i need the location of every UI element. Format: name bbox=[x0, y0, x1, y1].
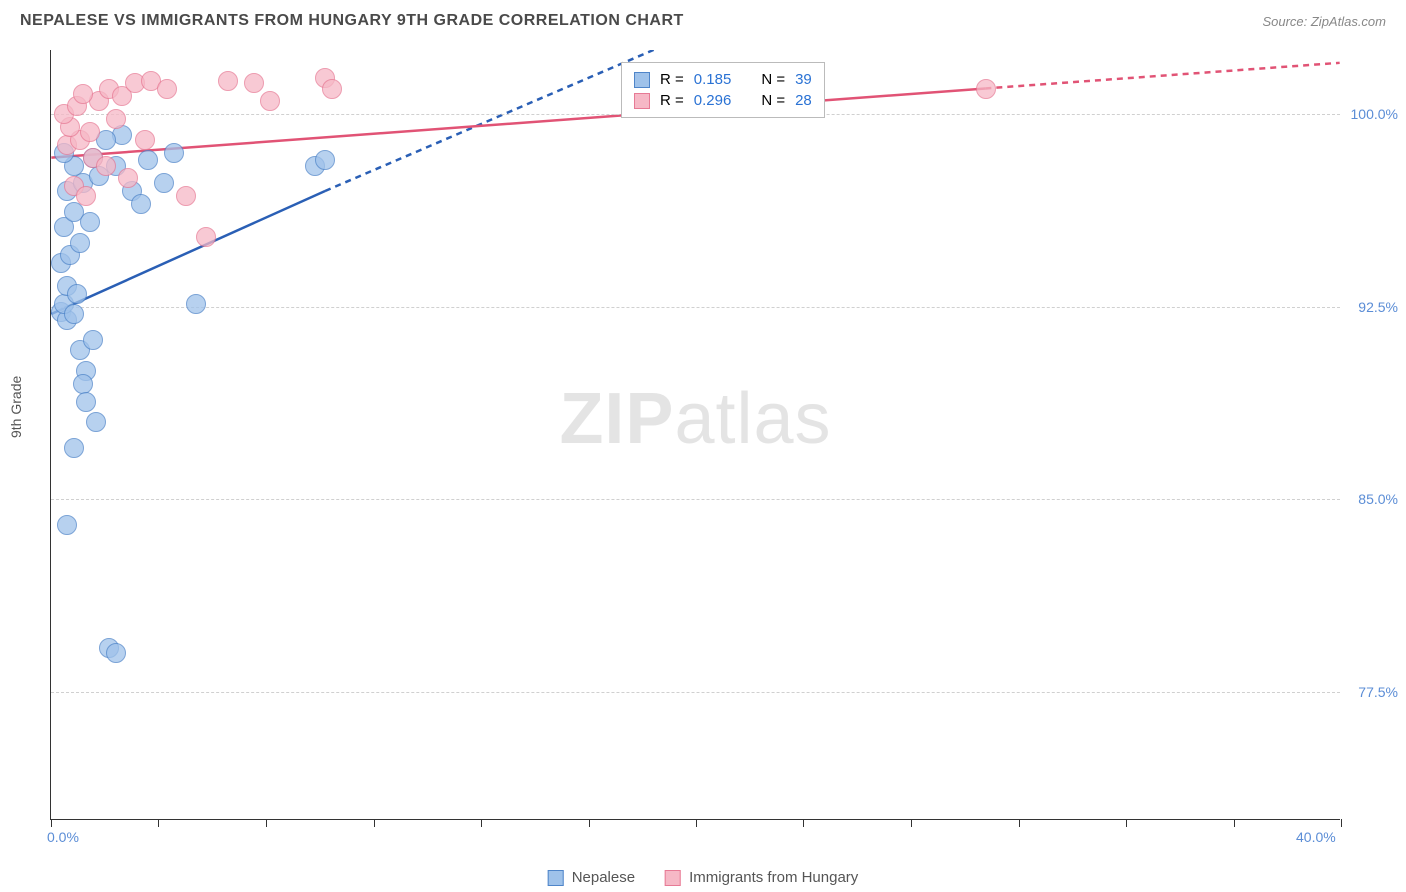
data-point-blue bbox=[315, 150, 335, 170]
x-tick bbox=[1234, 819, 1235, 827]
swatch-pink bbox=[634, 93, 650, 109]
data-point-pink bbox=[322, 79, 342, 99]
swatch-blue-bottom bbox=[548, 870, 564, 886]
n-label-blue: N = bbox=[761, 71, 785, 88]
data-point-blue bbox=[64, 304, 84, 324]
data-point-blue bbox=[83, 330, 103, 350]
n-label-pink: N = bbox=[761, 92, 785, 109]
chart-source: Source: ZipAtlas.com bbox=[1262, 14, 1386, 29]
data-point-pink bbox=[176, 186, 196, 206]
n-value-pink: 28 bbox=[795, 92, 812, 109]
x-tick-label: 0.0% bbox=[47, 829, 79, 845]
gridline-h bbox=[51, 692, 1340, 693]
y-tick-label: 85.0% bbox=[1358, 491, 1398, 507]
data-point-blue bbox=[73, 374, 93, 394]
x-tick bbox=[51, 819, 52, 827]
x-tick bbox=[803, 819, 804, 827]
data-point-blue bbox=[86, 412, 106, 432]
data-point-pink bbox=[80, 122, 100, 142]
gridline-h bbox=[51, 499, 1340, 500]
legend-label-pink: Immigrants from Hungary bbox=[689, 869, 858, 886]
y-tick-label: 100.0% bbox=[1351, 106, 1398, 122]
source-label: Source: bbox=[1262, 14, 1310, 29]
trend-lines-layer bbox=[51, 50, 1340, 819]
data-point-pink bbox=[135, 130, 155, 150]
data-point-blue bbox=[76, 392, 96, 412]
data-point-blue bbox=[80, 212, 100, 232]
x-tick bbox=[158, 819, 159, 827]
watermark-light: atlas bbox=[674, 379, 831, 459]
x-tick bbox=[911, 819, 912, 827]
data-point-pink bbox=[976, 79, 996, 99]
swatch-blue bbox=[634, 72, 650, 88]
x-tick bbox=[1341, 819, 1342, 827]
legend-item-blue: Nepalese bbox=[548, 869, 635, 886]
x-tick bbox=[374, 819, 375, 827]
data-point-blue bbox=[164, 143, 184, 163]
r-n-legend: R = 0.185 N = 39 R = 0.296 N = 28 bbox=[621, 62, 825, 118]
data-point-blue bbox=[70, 233, 90, 253]
x-tick bbox=[481, 819, 482, 827]
data-point-pink bbox=[157, 79, 177, 99]
data-point-blue bbox=[131, 194, 151, 214]
x-tick bbox=[266, 819, 267, 827]
data-point-blue bbox=[186, 294, 206, 314]
x-tick bbox=[696, 819, 697, 827]
chart-title: NEPALESE VS IMMIGRANTS FROM HUNGARY 9TH … bbox=[20, 12, 684, 30]
chart-plot-area: ZIPatlas R = 0.185 N = 39 R = 0.296 N = … bbox=[50, 50, 1340, 820]
swatch-pink-bottom bbox=[665, 870, 681, 886]
data-point-pink bbox=[260, 91, 280, 111]
n-value-blue: 39 bbox=[795, 71, 812, 88]
x-tick bbox=[1126, 819, 1127, 827]
y-tick-label: 77.5% bbox=[1358, 684, 1398, 700]
gridline-h bbox=[51, 307, 1340, 308]
r-label-pink: R = bbox=[660, 92, 684, 109]
data-point-pink bbox=[76, 186, 96, 206]
data-point-pink bbox=[73, 84, 93, 104]
watermark-heavy: ZIP bbox=[559, 379, 674, 459]
legend-label-blue: Nepalese bbox=[572, 869, 635, 886]
chart-header: NEPALESE VS IMMIGRANTS FROM HUNGARY 9TH … bbox=[0, 0, 1406, 38]
data-point-blue bbox=[64, 438, 84, 458]
data-point-blue bbox=[67, 284, 87, 304]
y-axis-title: 9th Grade bbox=[8, 376, 24, 438]
r-n-row-blue: R = 0.185 N = 39 bbox=[634, 69, 812, 90]
watermark: ZIPatlas bbox=[559, 378, 831, 460]
r-value-pink: 0.296 bbox=[694, 92, 732, 109]
source-value: ZipAtlas.com bbox=[1311, 14, 1386, 29]
r-label-blue: R = bbox=[660, 71, 684, 88]
data-point-pink bbox=[196, 227, 216, 247]
x-tick bbox=[589, 819, 590, 827]
data-point-blue bbox=[154, 173, 174, 193]
data-point-pink bbox=[118, 168, 138, 188]
y-tick-label: 92.5% bbox=[1358, 299, 1398, 315]
data-point-pink bbox=[218, 71, 238, 91]
x-tick-label: 40.0% bbox=[1296, 829, 1336, 845]
r-value-blue: 0.185 bbox=[694, 71, 732, 88]
data-point-blue bbox=[106, 643, 126, 663]
x-tick bbox=[1019, 819, 1020, 827]
data-point-pink bbox=[96, 156, 116, 176]
r-n-row-pink: R = 0.296 N = 28 bbox=[634, 90, 812, 111]
data-point-blue bbox=[138, 150, 158, 170]
data-point-blue bbox=[57, 515, 77, 535]
data-point-pink bbox=[244, 73, 264, 93]
data-point-pink bbox=[106, 109, 126, 129]
series-legend: Nepalese Immigrants from Hungary bbox=[548, 869, 859, 886]
legend-item-pink: Immigrants from Hungary bbox=[665, 869, 858, 886]
